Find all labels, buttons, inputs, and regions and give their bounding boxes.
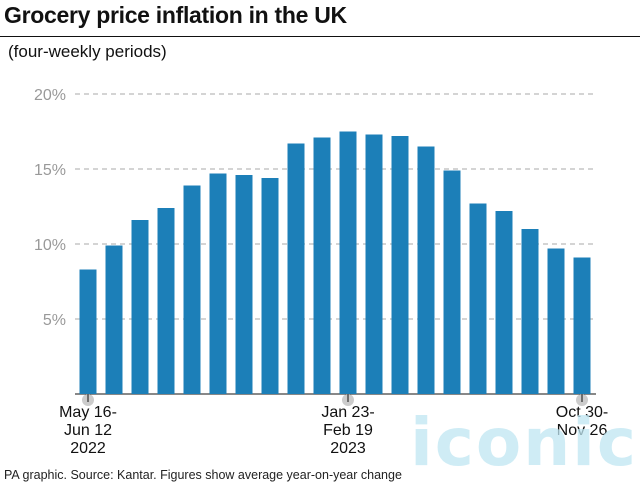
bar: [443, 170, 461, 394]
bar: [183, 185, 201, 394]
bar: [495, 211, 513, 394]
bar: [157, 208, 175, 394]
bar: [105, 245, 123, 394]
bar: [391, 136, 409, 394]
bar: [365, 134, 383, 394]
x-tick-label: Oct 30-: [556, 404, 608, 421]
y-tick-label: 20%: [34, 87, 66, 104]
y-tick-label: 10%: [34, 237, 66, 254]
bar: [313, 137, 331, 394]
bar: [469, 203, 487, 394]
title-divider: [0, 36, 640, 37]
bar: [261, 178, 279, 394]
x-tick-label: Nov 26: [557, 422, 608, 439]
bar: [521, 229, 539, 394]
bar: [131, 220, 149, 394]
x-tick-label: Feb 19: [323, 422, 373, 439]
bar: [417, 146, 435, 394]
y-tick-label: 5%: [43, 312, 66, 329]
y-tick-label: 15%: [34, 162, 66, 179]
x-tick-label: 2023: [330, 440, 366, 457]
x-tick-label: May 16-: [59, 404, 117, 421]
bar: [573, 257, 591, 394]
x-tick-label: Jun 12: [64, 422, 112, 439]
x-tick-label: 2022: [70, 440, 106, 457]
chart-subtitle: (four-weekly periods): [8, 42, 167, 61]
bar: [339, 131, 357, 394]
x-tick-label: Jan 23-: [321, 404, 374, 421]
bar: [547, 248, 565, 394]
bar: [79, 269, 97, 394]
bar: [235, 175, 253, 394]
chart-title: Grocery price inflation in the UK: [4, 2, 347, 28]
bar: [209, 173, 227, 394]
watermark-logo: iconic: [410, 404, 638, 481]
source-footnote: PA graphic. Source: Kantar. Figures show…: [4, 468, 402, 482]
bar: [287, 143, 305, 394]
